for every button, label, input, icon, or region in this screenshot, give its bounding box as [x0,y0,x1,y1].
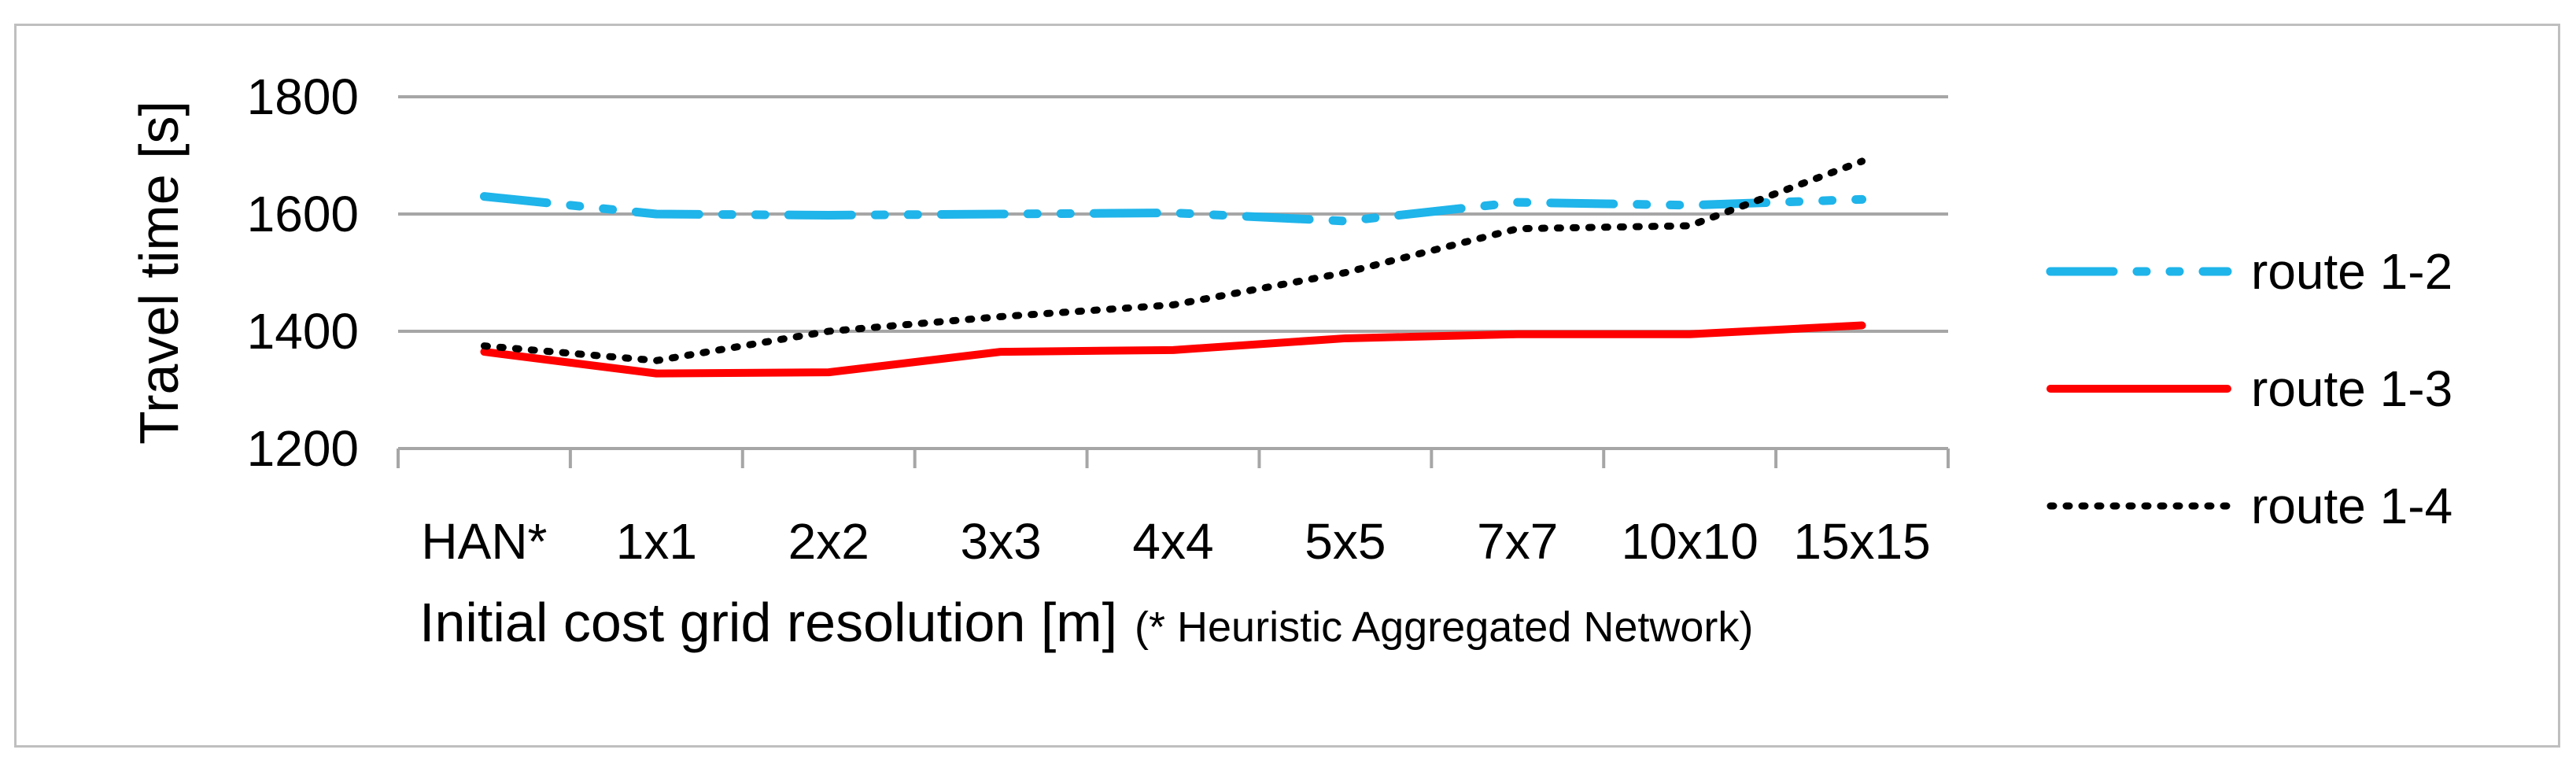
x-tick-label-4x4: 4x4 [1132,513,1213,570]
series-line-route-1-3 [480,321,1866,378]
legend-label-1: route 1-3 [2251,360,2452,417]
x-tick-label-10x10: 10x10 [1621,513,1758,570]
x-tick-label-1x1: 1x1 [616,513,697,570]
x-tick-label-7x7: 7x7 [1477,513,1558,570]
axis-titles: Travel time [s] Initial cost grid resolu… [128,101,1753,653]
x-axis-title-main: Initial cost grid resolution [m] [419,592,1117,653]
x-axis [397,447,1950,468]
line-chart: 1200 1400 1600 1800 HAN* 1x1 2x2 3x3 4x4 5x5 7x7 1… [128,68,2452,653]
chart-frame: 1200 1400 1600 1800 HAN* 1x1 2x2 3x3 4x4 5x5 7x7 1… [14,24,2560,748]
y-tick-label-1800: 1800 [247,68,359,125]
series-lines [479,157,1867,378]
series-line-route-1-2 [479,192,1867,226]
x-tick-label-HAN*: HAN* [421,513,547,570]
y-tick-labels: 1200 1400 1600 1800 [247,68,359,477]
x-axis-title: Initial cost grid resolution [m] (* Heuri… [419,592,1753,653]
x-tick-label-2x2: 2x2 [788,513,869,570]
legend-label-2: route 1-4 [2251,478,2452,534]
y-tick-label-1200: 1200 [247,420,359,477]
legend: route 1-2 route 1-3 route 1-4 [2046,243,2452,534]
y-axis-title: Travel time [s] [128,101,190,445]
legend-label-0: route 1-2 [2251,243,2452,300]
x-tick-label-5x5: 5x5 [1305,513,1386,570]
series-line-route-1-4 [480,157,1866,364]
x-axis-title-note: (* Heuristic Aggregated Network) [1135,604,1753,651]
y-tick-label-1600: 1600 [247,186,359,242]
x-tick-label-3x3: 3x3 [961,513,1042,570]
x-tick-labels: HAN* 1x1 2x2 3x3 4x4 5x5 7x7 10x10 15x15 [421,513,1930,570]
x-tick-label-15x15: 15x15 [1793,513,1930,570]
y-tick-label-1400: 1400 [247,303,359,360]
